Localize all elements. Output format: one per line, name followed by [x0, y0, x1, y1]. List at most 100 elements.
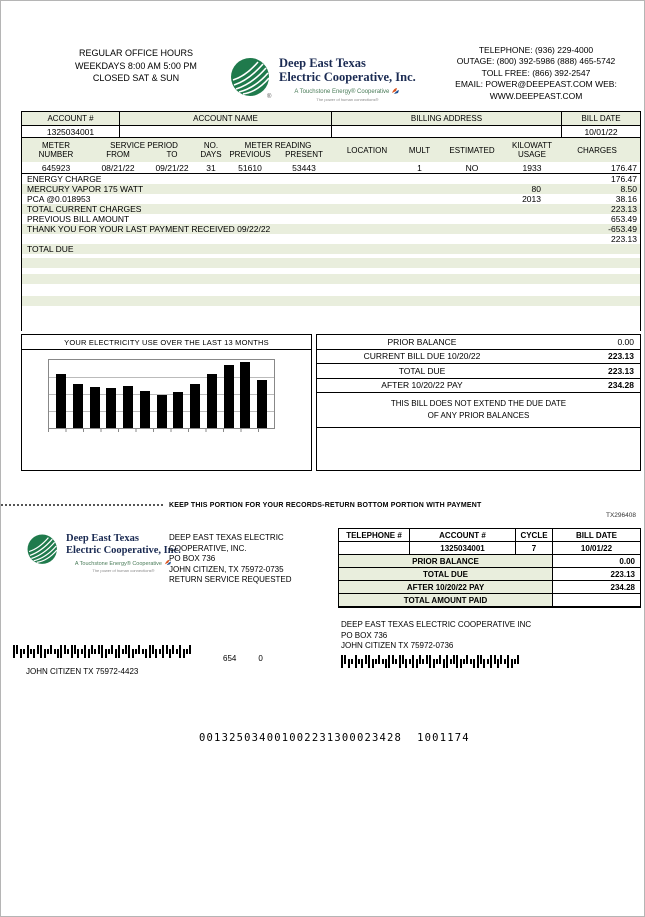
barcode-bar [364, 655, 367, 664]
company-name-line2: Electric Cooperative, Inc. [279, 70, 416, 85]
barcode-bar [503, 659, 506, 664]
charge-line-amount: 223.13 [611, 234, 637, 244]
bill-date-value: 10/01/22 [584, 126, 618, 137]
barcode-bar [104, 649, 107, 658]
barcode-bar [517, 655, 520, 664]
barcode-bar [124, 645, 127, 654]
stub-amount-label: TOTAL AMOUNT PAID [339, 594, 553, 606]
barcode-bar [77, 649, 80, 658]
barcode-bar [94, 649, 97, 654]
barcode-bar [29, 649, 32, 654]
charge-line-amount: 8.50 [620, 184, 637, 194]
return-address-line: RETURN SERVICE REQUESTED [169, 575, 292, 585]
barcode-bar [172, 645, 175, 654]
remittance-stub-table: TELEPHONE # ACCOUNT # CYCLE BILL DATE 13… [338, 528, 641, 608]
barcode-bar [351, 659, 354, 664]
barcode-bar [135, 649, 138, 654]
recipient-address-line: JOHN CITIZEN TX 75972-4423 [26, 667, 139, 676]
barcode-bar [469, 659, 472, 664]
stub-amount-value: 223.13 [610, 569, 635, 579]
summary-row-value: 223.13 [608, 351, 634, 362]
no-days-header: NO. DAYS [200, 141, 222, 159]
summary-row: AFTER 10/20/22 PAY 234.28 [317, 379, 640, 393]
company-name-block: Deep East Texas Electric Cooperative, In… [279, 56, 416, 102]
kilowatt-usage-header: KILOWATT USAGE [512, 141, 552, 159]
barcode-bar [442, 659, 445, 668]
usage-bar [240, 362, 251, 428]
usage-bar [139, 391, 150, 428]
usage-bar [206, 374, 217, 428]
summary-row-label: TOTAL DUE [398, 365, 446, 376]
charge-line-label: TOTAL CURRENT CHARGES [27, 204, 142, 214]
barcode-bar [118, 645, 121, 658]
usage-bar [123, 385, 133, 428]
summary-row-value: 234.28 [608, 380, 634, 391]
office-hours-line: WEEKDAYS 8:00 AM 5:00 PM [75, 60, 197, 71]
barcode-bar [43, 649, 46, 658]
company-logo-stub: Deep East Texas Electric Cooperative, In… [26, 533, 181, 573]
usage-bar [156, 394, 167, 428]
company-logo: ® Deep East Texas Electric Cooperative, … [229, 56, 416, 105]
usage-bars [49, 360, 274, 428]
detach-instruction: KEEP THIS PORTION FOR YOUR RECORDS-RETUR… [169, 501, 482, 509]
barcode-bar [418, 655, 421, 664]
estimated-header: ESTIMATED [449, 145, 495, 155]
summary-row-value: 0.00 [617, 336, 634, 347]
stub-amount-value [553, 594, 640, 606]
barcode-bar [23, 649, 26, 654]
barcode-bar [435, 659, 438, 664]
barcode-bar [148, 645, 151, 658]
barcode-bar [63, 645, 66, 654]
summary-row-label: AFTER 10/20/22 PAY [381, 380, 463, 391]
stub-header-row: TELEPHONE # ACCOUNT # CYCLE BILL DATE [339, 529, 640, 542]
barcode-bar [341, 655, 343, 668]
barcode-bar [90, 645, 93, 654]
stub-amount-row: PRIOR BALANCE 0.00 [339, 555, 640, 568]
present-reading-value: 53443 [292, 162, 316, 173]
barcode-bar [510, 659, 513, 668]
touchstone-subtagline: The power of human connections® [92, 568, 155, 574]
office-hours-line: REGULAR OFFICE HOURS [78, 48, 193, 58]
barcode-bar [374, 659, 377, 664]
barcode-bar [388, 655, 391, 668]
barcode-bar [179, 645, 182, 658]
usage-bar [190, 384, 200, 428]
meter-number-value: 645923 [41, 162, 71, 173]
barcode-bar [84, 645, 87, 658]
barcode-bar [155, 649, 158, 658]
location-header: LOCATION [346, 145, 388, 155]
remit-address-line: PO BOX 736 [341, 630, 388, 640]
remit-address-line: DEEP EAST TEXAS ELECTRIC COOPERATIVE INC [341, 620, 532, 629]
barcode-bar [33, 649, 36, 658]
gridline [49, 377, 274, 378]
barcode-bar [452, 655, 455, 664]
barcode-bar [493, 655, 496, 664]
charge-line-row: MERCURY VAPOR 175 WATT 80 8.50 [22, 184, 640, 194]
account-number-header: ACCOUNT # [22, 112, 120, 125]
recipient-address-barcode [13, 645, 193, 658]
gridline [49, 394, 274, 395]
barcode-bar [422, 659, 425, 664]
routing-number-left: 654 [223, 654, 237, 663]
routing-number-right: 0 [258, 654, 263, 663]
charge-line-label: TOTAL DUE [27, 244, 74, 254]
meter-number-header: METER NUMBER [38, 141, 74, 159]
ocr-scan-line: 001325034001002231300023428 1001174 [199, 732, 470, 744]
remit-address-barcode [341, 655, 521, 668]
account-number-value: 1325034001 [22, 126, 120, 137]
barcode-bar [391, 655, 394, 664]
days-value: 31 [206, 162, 216, 173]
contact-line: EMAIL: POWER@DEEPEAST.COM WEB: [455, 79, 617, 90]
barcode-bar [496, 659, 499, 668]
usage-bar [56, 374, 66, 428]
usage-history-chart-box: YOUR ELECTRICITY USE OVER THE LAST 13 MO… [21, 334, 312, 471]
barcode-bar [371, 659, 374, 668]
barcode-bar [60, 645, 63, 658]
billing-address-header: BILLING ADDRESS [332, 112, 562, 125]
usage-bar [106, 387, 117, 428]
account-values-row: 1325034001 10/01/22 [22, 126, 640, 138]
charge-line-row: ENERGY CHARGE 176.47 [22, 174, 640, 184]
touchstone-tagline-text: A Touchstone Energy® Cooperative [74, 560, 162, 567]
touchstone-tagline-text: A Touchstone Energy® Cooperative [294, 88, 390, 95]
charge-line-amount: 176.47 [611, 174, 637, 184]
